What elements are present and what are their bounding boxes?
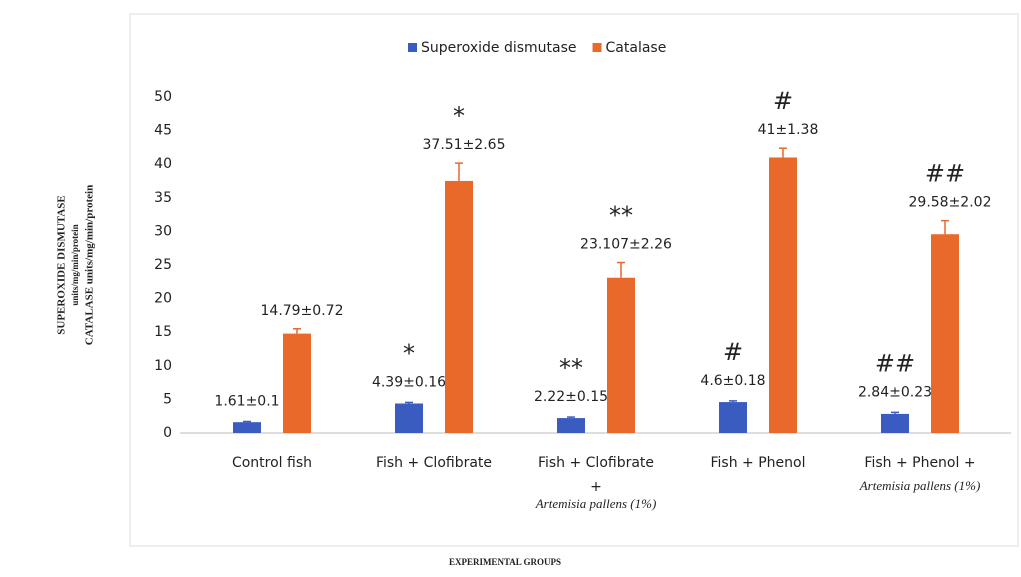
x-tick-label: Fish + Clofibrate <box>376 455 492 471</box>
value-label: 1.61±0.1 <box>214 394 279 410</box>
value-label: 23.107±2.26 <box>580 237 672 253</box>
y-tick-label: 50 <box>154 89 172 105</box>
significance-marker: # <box>773 87 793 115</box>
legend-swatch <box>592 43 602 52</box>
y-tick-label: 5 <box>163 391 172 407</box>
legend-label: Catalase <box>606 40 667 56</box>
x-tick-label: + <box>590 479 602 495</box>
y-tick-label: 10 <box>154 358 172 374</box>
value-label: 41±1.38 <box>758 122 819 138</box>
significance-marker: ** <box>559 354 583 382</box>
significance-marker: * <box>403 339 415 367</box>
bar <box>283 333 311 433</box>
value-label: 37.51±2.65 <box>423 137 506 153</box>
x-axis-label: EXPERIMENTAL GROUPS <box>449 557 561 567</box>
y-tick-label: 30 <box>154 223 172 239</box>
y-axis-label: SUPEROXIDE DISMUTASE units/mg/min/protein… <box>56 185 96 345</box>
value-label: 14.79±0.72 <box>261 303 344 319</box>
value-label: 2.22±0.15 <box>534 389 608 405</box>
bar <box>445 180 473 433</box>
x-tick-label: Control fish <box>232 455 312 471</box>
value-label: 4.6±0.18 <box>700 373 765 389</box>
value-label: 29.58±2.02 <box>909 195 992 211</box>
bar <box>233 422 261 433</box>
y-tick-label: 40 <box>154 156 172 172</box>
y-axis-label-line: SUPEROXIDE DISMUTASE <box>56 195 68 334</box>
legend-swatch <box>408 43 417 52</box>
bar <box>607 277 635 433</box>
value-label: 4.39±0.16 <box>372 374 446 390</box>
bar <box>719 402 747 433</box>
x-tick-label: Fish + Clofibrate <box>538 455 654 471</box>
y-tick-label: 35 <box>154 190 172 206</box>
y-tick-label: 0 <box>163 425 172 441</box>
y-tick-label: 25 <box>154 257 172 273</box>
bar <box>931 234 959 433</box>
y-tick-label: 15 <box>154 324 172 340</box>
significance-marker: ** <box>609 202 633 230</box>
bar <box>395 403 423 433</box>
bar <box>769 157 797 434</box>
bar <box>557 418 585 433</box>
x-tick-label: Fish + Phenol <box>711 455 806 471</box>
x-tick-label: Artemisia pallens (1%) <box>859 478 981 493</box>
y-axis-label-line: units/mg/min/protein <box>70 224 80 305</box>
significance-marker: ## <box>925 160 965 188</box>
significance-marker: # <box>723 338 743 366</box>
bar <box>881 413 909 433</box>
chart-frame <box>129 13 1019 547</box>
x-tick-label: Artemisia pallens (1%) <box>535 496 657 511</box>
significance-marker: * <box>453 102 465 130</box>
y-tick-label: 20 <box>154 291 172 307</box>
significance-marker: ## <box>875 349 915 377</box>
y-axis-label-line: CATALASE units/mg/min/protein <box>84 185 96 345</box>
y-tick-label: 45 <box>154 123 172 139</box>
value-label: 2.84±0.23 <box>858 384 932 400</box>
legend-label: Superoxide dismutase <box>421 40 577 56</box>
x-tick-label: Fish + Phenol + <box>864 455 975 471</box>
